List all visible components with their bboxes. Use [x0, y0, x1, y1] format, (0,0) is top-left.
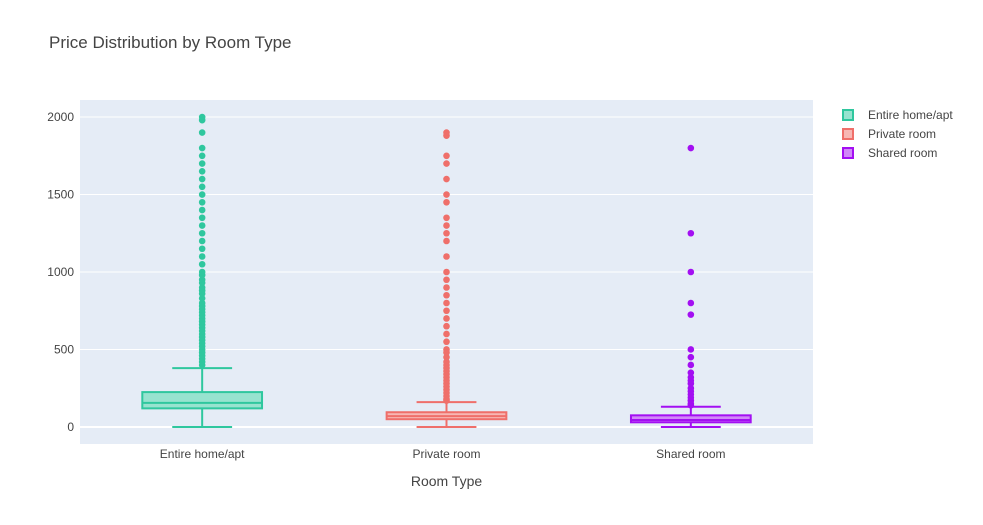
x-axis-ticks: Entire home/apt Private room Shared room [160, 447, 726, 461]
outlier-point [687, 346, 695, 353]
outlier-point [443, 253, 450, 260]
y-axis-ticks: 0 500 1000 1500 2000 [47, 110, 74, 434]
legend-swatch-entire-home [842, 108, 854, 121]
outlier-point [687, 361, 695, 369]
legend-item-entire-home[interactable]: Entire home/apt [840, 105, 953, 124]
legend-swatch-private-room [842, 127, 854, 140]
chart-title: Price Distribution by Room Type [49, 33, 292, 52]
x-tick-label: Private room [412, 447, 480, 461]
outlier-point [443, 299, 450, 307]
box-group-2 [629, 144, 752, 428]
outlier-point [198, 144, 206, 152]
outlier-point [198, 276, 206, 284]
outlier-point [198, 160, 206, 167]
y-tick-label: 1500 [47, 188, 74, 202]
outlier-point [198, 268, 206, 276]
outlier-point [198, 152, 206, 160]
legend-label: Entire home/apt [868, 107, 953, 122]
outlier-point [198, 129, 206, 136]
outlier-point [198, 198, 206, 206]
outlier-point [443, 284, 450, 291]
outlier-point [687, 384, 695, 392]
outlier-point [198, 175, 206, 183]
outlier-point [198, 113, 206, 121]
x-axis-label: Room Type [411, 473, 483, 489]
outlier-point [198, 253, 206, 260]
legend-item-shared-room[interactable]: Shared room [840, 143, 953, 162]
box-iqr [141, 391, 264, 410]
outlier-point [443, 307, 450, 315]
legend-label: Shared room [868, 145, 938, 160]
outlier-point [198, 229, 206, 237]
outlier-point [198, 245, 206, 253]
x-tick-label: Shared room [656, 447, 725, 461]
y-tick-label: 0 [67, 420, 74, 434]
x-tick-label: Entire home/apt [160, 447, 245, 461]
outlier-point [198, 183, 206, 191]
y-tick-label: 500 [54, 342, 74, 356]
outlier-point [198, 295, 206, 302]
outlier-point [443, 237, 450, 245]
outlier-point [443, 315, 450, 322]
y-tick-label: 1000 [47, 265, 74, 279]
outlier-point [443, 129, 450, 136]
outlier-point [443, 353, 450, 361]
outlier-point [687, 299, 695, 307]
outlier-point [443, 152, 450, 160]
outlier-point [443, 222, 450, 229]
outlier-point [198, 214, 206, 222]
outlier-point [443, 358, 450, 366]
outlier-point [443, 175, 450, 183]
outlier-point [443, 346, 450, 353]
outlier-point [443, 330, 450, 338]
outlier-point [198, 237, 206, 245]
outlier-point [687, 374, 695, 381]
outlier-point [687, 311, 695, 318]
outlier-point [687, 229, 695, 237]
box-iqr [629, 414, 752, 424]
outlier-point [198, 260, 206, 268]
legend-label: Private room [868, 126, 937, 141]
outlier-point [687, 144, 695, 152]
outlier-point [443, 198, 450, 206]
legend-swatch-shared-room [842, 146, 854, 159]
outlier-point [443, 214, 450, 222]
outlier-point [443, 160, 450, 167]
y-tick-label: 2000 [47, 110, 74, 124]
outlier-point [198, 222, 206, 229]
outlier-point [198, 299, 206, 307]
box-group-1 [385, 129, 508, 428]
outlier-point [443, 338, 450, 346]
outlier-point [443, 229, 450, 237]
box-group-0 [141, 113, 264, 428]
outlier-point [443, 291, 450, 299]
legend-item-private-room[interactable]: Private room [840, 124, 953, 143]
outlier-point [687, 268, 695, 276]
boxes [141, 113, 752, 428]
outlier-point [198, 206, 206, 214]
outlier-point [687, 369, 695, 377]
outlier-point [198, 167, 206, 175]
outlier-point [443, 191, 450, 198]
outlier-point [443, 276, 450, 284]
outlier-point [687, 353, 695, 361]
outlier-point [198, 191, 206, 198]
outlier-point [198, 284, 206, 291]
outlier-point [443, 268, 450, 276]
legend: Entire home/apt Private room Shared room [840, 105, 953, 162]
outlier-point [443, 322, 450, 330]
